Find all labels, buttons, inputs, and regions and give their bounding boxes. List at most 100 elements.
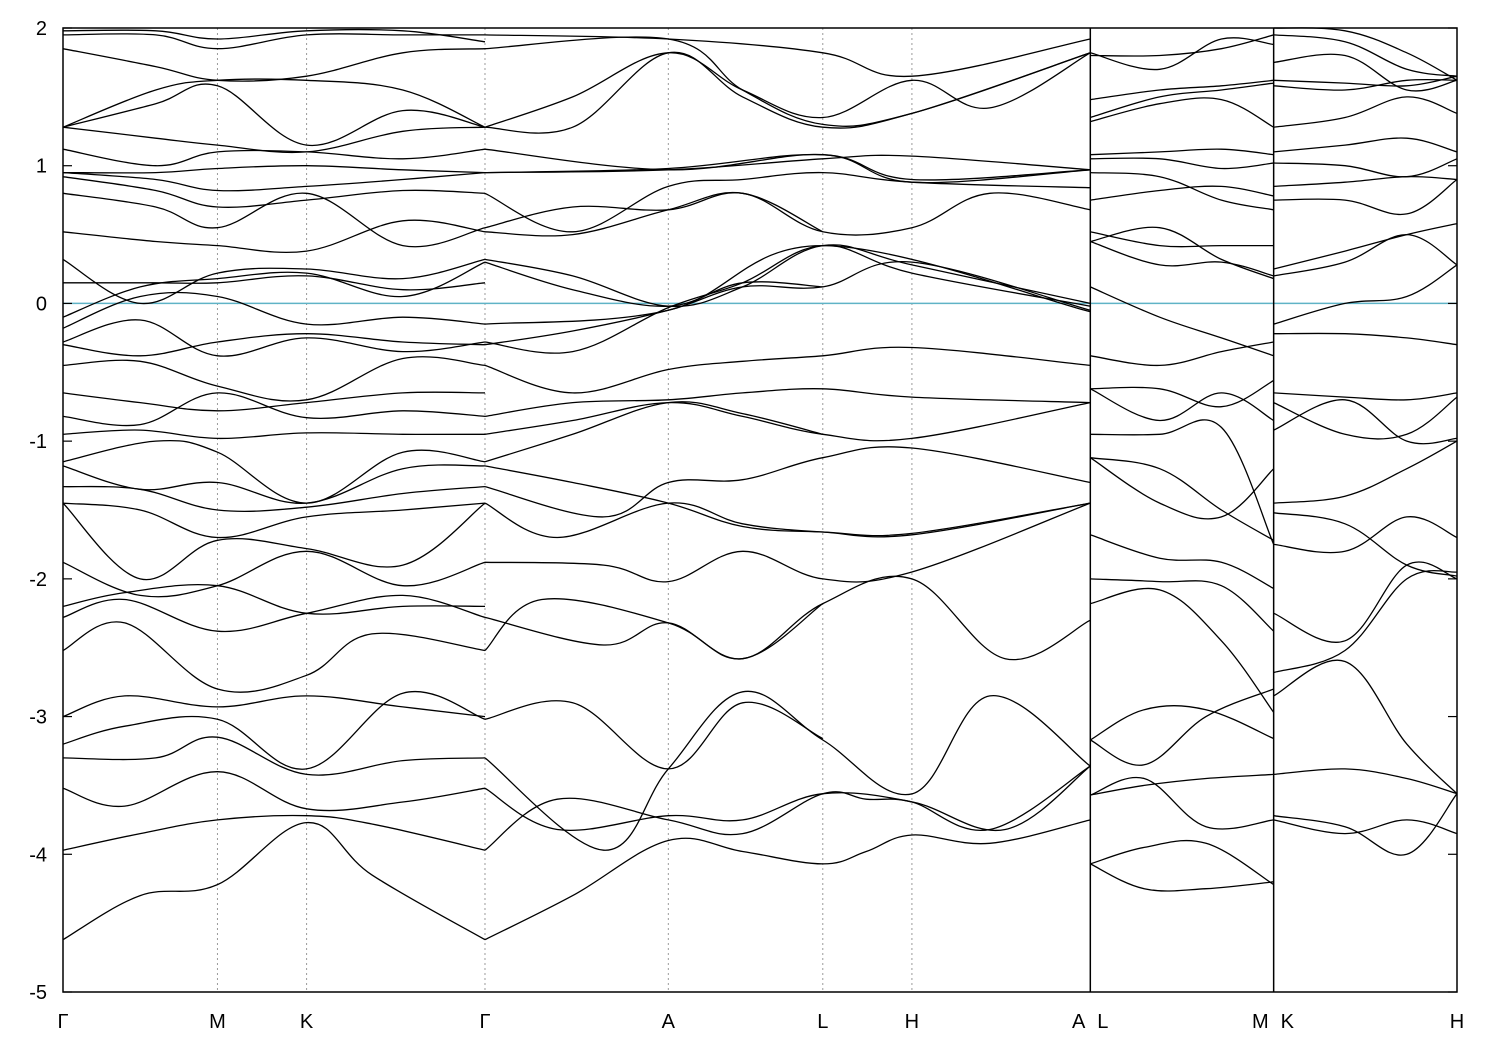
band-line bbox=[484, 765, 1091, 832]
band-line bbox=[1090, 79, 1274, 101]
y-tick-label: -4 bbox=[29, 844, 47, 866]
band-line bbox=[62, 621, 486, 693]
bands bbox=[62, 27, 1458, 941]
band-line bbox=[484, 575, 1091, 661]
band-line bbox=[1273, 399, 1458, 445]
band-line bbox=[1273, 75, 1458, 87]
band-line bbox=[62, 258, 486, 305]
band-line bbox=[1089, 457, 1275, 520]
x-tick-label: M bbox=[1252, 1011, 1269, 1033]
band-line bbox=[62, 502, 486, 581]
band-line bbox=[1273, 516, 1458, 554]
x-tick-label: Γ bbox=[57, 1011, 68, 1033]
band-line bbox=[1273, 137, 1458, 153]
band-line bbox=[1273, 793, 1458, 856]
band-line bbox=[1090, 776, 1274, 830]
band-line bbox=[62, 439, 486, 504]
band-line bbox=[484, 502, 1091, 583]
x-tick-label: Γ bbox=[479, 1011, 490, 1033]
band-line bbox=[1090, 388, 1275, 422]
band-line bbox=[484, 52, 1091, 128]
band-line bbox=[1090, 863, 1274, 892]
band-line bbox=[1273, 158, 1458, 178]
band-line bbox=[484, 244, 1091, 325]
band-line bbox=[1273, 512, 1458, 577]
band-line bbox=[484, 690, 1091, 851]
band-line bbox=[62, 550, 486, 598]
band-line bbox=[62, 594, 486, 633]
band-line bbox=[1273, 178, 1458, 216]
band-line bbox=[62, 83, 486, 147]
band-line bbox=[62, 771, 486, 812]
band-line bbox=[1273, 176, 1458, 188]
band-line bbox=[1090, 226, 1274, 280]
symmetry-lines bbox=[216, 28, 913, 992]
segment-breaks bbox=[1089, 28, 1275, 992]
band-line bbox=[1090, 534, 1274, 590]
x-tick-label: L bbox=[817, 1011, 828, 1033]
band-line bbox=[1273, 34, 1458, 77]
band-line bbox=[1273, 396, 1458, 440]
band-line bbox=[484, 700, 824, 770]
band-line bbox=[484, 191, 1091, 237]
band-line bbox=[484, 148, 1091, 184]
band-line bbox=[1090, 341, 1274, 367]
band-line bbox=[484, 34, 1091, 78]
band-line bbox=[62, 319, 486, 357]
band-line bbox=[1273, 96, 1458, 128]
band-line bbox=[484, 502, 1091, 539]
plot-frame bbox=[62, 27, 1458, 993]
band-line bbox=[62, 275, 486, 291]
y-tick-label: -1 bbox=[29, 431, 47, 453]
band-line bbox=[484, 446, 1091, 518]
y-tick-label: -5 bbox=[29, 982, 47, 1004]
band-line bbox=[62, 176, 486, 208]
y-tick-label: 2 bbox=[36, 18, 47, 40]
x-tick-label: A bbox=[662, 1011, 676, 1033]
band-line bbox=[62, 333, 486, 357]
band-line bbox=[484, 603, 824, 660]
band-line bbox=[1090, 773, 1274, 796]
band-line bbox=[62, 33, 485, 50]
band-line bbox=[1090, 240, 1274, 277]
band-line bbox=[1090, 82, 1274, 119]
y-tick-label: 1 bbox=[36, 156, 47, 178]
band-line bbox=[62, 165, 486, 174]
band-line bbox=[1089, 705, 1274, 741]
band-line bbox=[62, 464, 486, 504]
band-line bbox=[62, 690, 486, 770]
x-tick-label: K bbox=[300, 1011, 314, 1033]
band-line bbox=[484, 192, 824, 233]
x-tick-label: H bbox=[905, 1011, 919, 1033]
band-line bbox=[484, 154, 1091, 174]
band-line bbox=[1273, 819, 1458, 835]
band-line bbox=[62, 261, 486, 318]
band-line bbox=[62, 391, 486, 412]
band-line bbox=[62, 429, 486, 440]
band-line bbox=[62, 28, 486, 43]
band-line bbox=[62, 583, 486, 615]
band-line bbox=[62, 502, 486, 539]
band-line bbox=[1273, 561, 1458, 643]
band-line bbox=[62, 219, 486, 254]
band-line bbox=[1090, 37, 1274, 71]
band-line bbox=[1273, 659, 1458, 795]
x-tick-label: K bbox=[1281, 1011, 1295, 1033]
y-tick-label: 0 bbox=[36, 293, 47, 315]
band-line bbox=[1273, 222, 1458, 270]
band-line bbox=[484, 346, 1091, 394]
band-line bbox=[1090, 379, 1275, 408]
band-line bbox=[62, 126, 486, 154]
band-line bbox=[1090, 34, 1274, 57]
band-line bbox=[1090, 286, 1274, 357]
y-tick-label: -3 bbox=[29, 707, 47, 729]
band-line bbox=[484, 171, 1091, 233]
band-line bbox=[484, 244, 1091, 354]
x-tick-label: A bbox=[1072, 1011, 1086, 1033]
x-tick-label: L bbox=[1097, 1011, 1108, 1033]
band-line bbox=[1273, 332, 1458, 346]
band-line bbox=[62, 821, 486, 941]
band-line bbox=[1273, 233, 1458, 277]
band-line bbox=[62, 171, 486, 192]
